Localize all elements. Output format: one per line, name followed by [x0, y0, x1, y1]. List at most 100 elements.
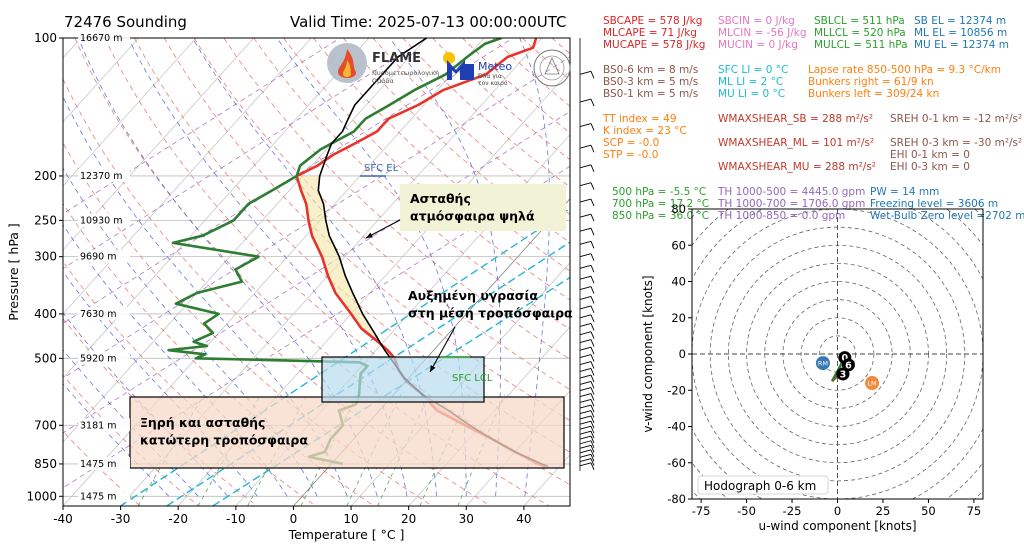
index-value: STP = -0.0: [603, 149, 659, 162]
dry-adiabat: [551, 38, 570, 55]
annotation-box-lower: [129, 396, 565, 469]
wind-barb-flag: [590, 305, 595, 314]
flame-logo-sub2: Ομάδα: [372, 77, 394, 85]
wind-barb: [579, 444, 592, 449]
y-tick-label: 500: [34, 351, 57, 365]
university-seal-inner: [539, 55, 565, 81]
hodo-y-tick-label: 40: [671, 275, 686, 289]
wind-barb: [579, 404, 592, 409]
wind-barb-flag: [590, 123, 595, 131]
height-label: 16670 m: [80, 33, 123, 44]
index-value: WMAXSHEAR_SB = 288 m²/s²: [718, 112, 874, 125]
height-label: 5920 m: [80, 353, 116, 364]
wind-barb-flag: [590, 198, 595, 207]
x-tick-label: -40: [53, 512, 73, 526]
height-label-bg: [78, 31, 130, 44]
index-value: SFC LI = 0 °C: [718, 63, 789, 76]
arrow-middle-head: [430, 365, 436, 372]
height-marker-label: 6: [845, 360, 852, 371]
wind-barb: [579, 70, 592, 75]
storm-motion-label: LM: [867, 380, 876, 388]
index-value: SBCIN = 0 J/kg: [718, 15, 795, 27]
wind-barb: [579, 420, 592, 425]
index-value: MLCAPE = 71 J/kg: [603, 27, 697, 40]
wind-barb: [579, 393, 592, 398]
x-tick-label: 10: [343, 512, 358, 526]
aux-line: [63, 56, 570, 379]
hodo-y-axis-label: v-wind component [knots]: [641, 275, 655, 432]
index-value: SBCAPE = 578 J/kg: [603, 15, 703, 27]
dry-adiabat: [193, 38, 570, 391]
index-value: MLLCL = 520 hPa: [814, 27, 906, 40]
height-label: 1475 m: [80, 459, 116, 470]
wind-barb-flag: [590, 431, 595, 439]
wind-barb-flag: [590, 374, 595, 383]
wind-barb: [579, 314, 592, 319]
height-label-bg: [78, 489, 130, 503]
index-value: TH 1000-850 = 0.0 gpm: [718, 210, 846, 223]
dry-adiabat: [134, 38, 570, 453]
index-value: Freezing level = 3606 m: [870, 198, 999, 210]
wind-barb: [579, 227, 592, 232]
moist-adiabat: [519, 38, 551, 497]
wind-barb: [579, 296, 592, 300]
x-tick-label: 40: [516, 512, 531, 526]
storm-motion-marker: [815, 356, 830, 371]
y-tick-label: 300: [34, 250, 57, 264]
storm-motion-marker: [865, 376, 880, 390]
mixing-ratio-line: [137, 394, 205, 506]
hodo-x-tick-label: -75: [692, 504, 711, 518]
index-value: MULCL = 511 hPa: [814, 39, 908, 52]
wind-barb-flag: [590, 440, 595, 448]
wind-barb-flag: [590, 241, 595, 249]
hodo-x-tick-label: 25: [876, 504, 891, 518]
hodo-y-tick-label: 20: [671, 311, 686, 325]
wind-barb: [579, 144, 592, 149]
index-value: EHI 0-3 km = 0: [890, 161, 970, 174]
meteo-logo-sub2: τον καιρό: [478, 80, 508, 87]
dry-adiabat: [63, 430, 141, 506]
index-value: WMAXSHEAR_MU = 288 m²/s²: [718, 161, 876, 174]
wind-barb-flag: [590, 71, 595, 79]
isotherm-line: [63, 38, 255, 251]
hodo-title-box: [697, 475, 829, 495]
wind-barb: [579, 323, 592, 327]
wind-barb-flag: [590, 213, 595, 222]
dry-adiabat: [63, 78, 492, 506]
y-tick-label: 200: [34, 169, 57, 183]
hodo-x-axis-label: u-wind component [knots]: [758, 519, 916, 533]
aux-line: [63, 110, 570, 434]
x-tick-label: -30: [111, 512, 131, 526]
flame-logo-fire-inner: [343, 60, 351, 77]
wind-barb-flag: [590, 164, 595, 173]
storm-motion-label: RM: [818, 360, 828, 368]
index-value: MUCIN = 0 J/kg: [718, 39, 798, 52]
y-tick-label: 400: [34, 307, 57, 321]
hodo-y-tick-label: -60: [667, 456, 686, 470]
wind-barb: [579, 275, 592, 280]
annotation-sfc-lcl: SFC LCL: [452, 373, 493, 384]
y-tick-label: 1000: [26, 489, 57, 503]
height-label-bg: [78, 249, 130, 263]
station-title: 72476 Sounding: [64, 13, 187, 31]
wind-barb-flag: [590, 462, 595, 470]
hodo-x-tick-label: 0: [834, 504, 841, 518]
height-label-bg: [78, 351, 130, 365]
wind-barb: [579, 374, 592, 379]
x-tick-label: 20: [401, 512, 416, 526]
wind-barb: [579, 253, 592, 258]
index-value: Bunkers right = 61/9 kn: [808, 76, 934, 88]
index-value: TH 1000-700 = 1706.0 gpm: [718, 198, 866, 210]
wind-barb-flag: [590, 182, 595, 190]
wind-barb: [579, 123, 592, 127]
wind-barb: [579, 339, 592, 344]
wind-barb-flag: [590, 276, 595, 284]
wind-barb-flag: [590, 454, 595, 462]
wind-barb-flag: [590, 449, 595, 458]
wind-barb-flag: [590, 323, 595, 331]
isotherm-line: [63, 38, 312, 315]
moist-adiabat: [63, 349, 199, 497]
skewt-frame: [62, 37, 571, 507]
wind-barb-flag: [590, 420, 595, 429]
